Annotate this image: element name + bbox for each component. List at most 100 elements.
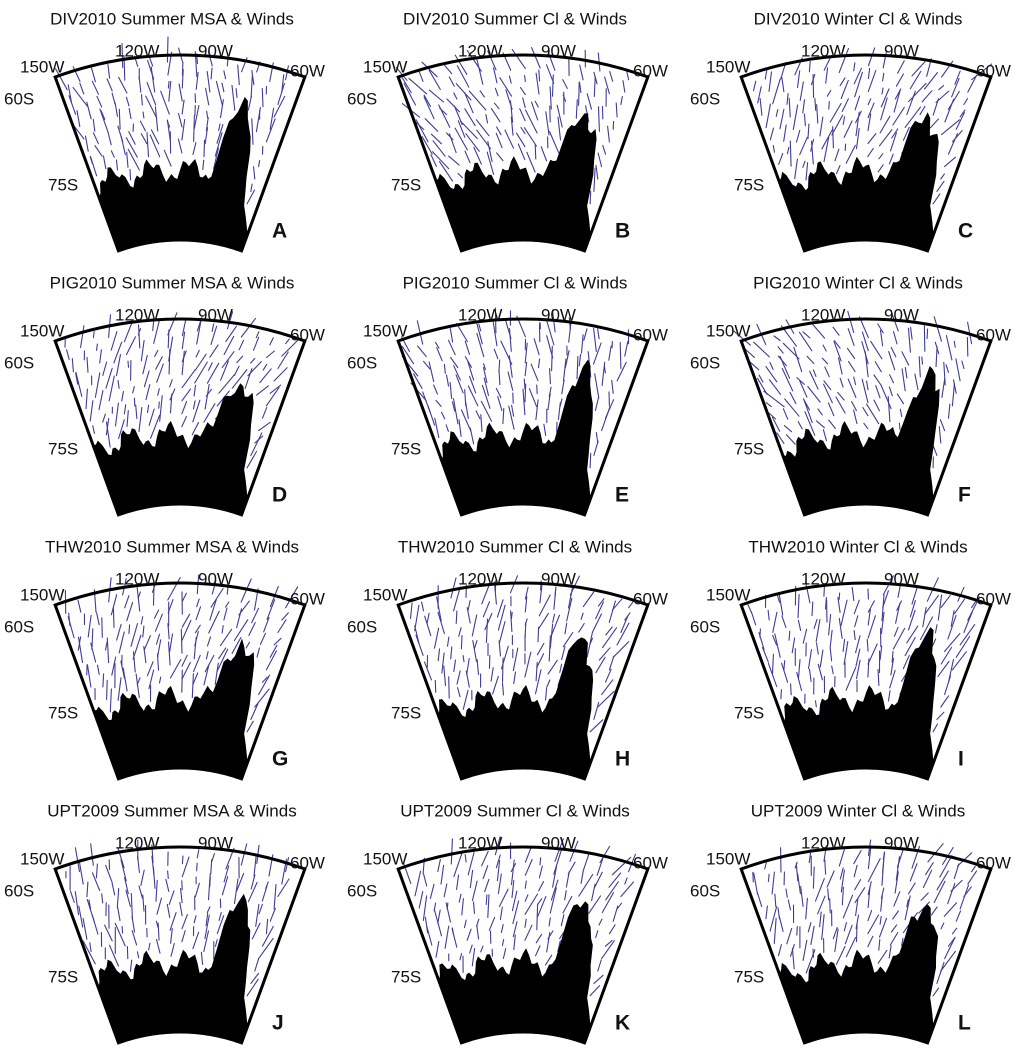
wind-vector bbox=[525, 76, 526, 82]
longitude-label: 60W bbox=[633, 589, 668, 608]
longitude-label: 120W bbox=[801, 41, 845, 60]
wind-vector bbox=[590, 453, 591, 468]
panel-title: THW2010 Summer Cl & Winds bbox=[398, 537, 632, 556]
panel-letter: B bbox=[615, 220, 630, 243]
wind-vector bbox=[129, 625, 130, 634]
longitude-label: 150W bbox=[706, 849, 750, 868]
map-panel: DIV2010 Summer Cl & Winds150W120W90W60W6… bbox=[347, 9, 668, 250]
wind-vector bbox=[830, 899, 831, 913]
wind-vector bbox=[182, 670, 183, 692]
wind-vector bbox=[537, 385, 538, 394]
wind-vector bbox=[102, 618, 103, 638]
panel-title: DIV2010 Summer Cl & Winds bbox=[403, 9, 627, 28]
longitude-label: 90W bbox=[884, 569, 919, 588]
longitude-label: 90W bbox=[541, 305, 576, 324]
longitude-label: 150W bbox=[20, 585, 64, 604]
latitude-label: 60S bbox=[4, 89, 34, 108]
longitude-label: 150W bbox=[20, 321, 64, 340]
wind-vector bbox=[555, 590, 556, 597]
wind-vector bbox=[130, 169, 131, 180]
wind-vector bbox=[103, 674, 104, 687]
latitude-label: 60S bbox=[690, 881, 720, 900]
wind-vector bbox=[552, 346, 553, 370]
map-panel: UPT2009 Winter Cl & Winds 150W 120W 90W 60W 6… bbox=[690, 801, 1011, 1042]
wind-vector bbox=[210, 877, 211, 886]
panel-title: THW2010 Winter Cl & Winds bbox=[748, 537, 967, 556]
latitude-label: 60S bbox=[4, 353, 34, 372]
panel-letter: E bbox=[615, 484, 629, 507]
longitude-label: 120W bbox=[458, 569, 502, 588]
longitude-label: 90W bbox=[884, 833, 919, 852]
latitude-label: 75S bbox=[391, 967, 421, 986]
longitude-label: 150W bbox=[363, 321, 407, 340]
panel-title: THW2010 Summer MSA & Winds bbox=[45, 537, 299, 556]
panel-letter: I bbox=[958, 748, 964, 771]
map-panel: PIG2010 Winter Cl & Winds150W120W90W60W6… bbox=[690, 273, 1011, 514]
longitude-label: 120W bbox=[115, 305, 159, 324]
wind-vector bbox=[590, 191, 591, 204]
longitude-label: 150W bbox=[706, 57, 750, 76]
figure: DIV2010 Summer MSA & Winds150W120W90W60W… bbox=[0, 0, 1028, 1057]
longitude-label: 90W bbox=[198, 569, 233, 588]
wind-vector bbox=[760, 629, 761, 637]
longitude-label: 120W bbox=[458, 305, 502, 324]
panel-letter: A bbox=[272, 220, 287, 243]
panel-letter: H bbox=[615, 748, 630, 771]
panel-title: UPT2009 Summer MSA & Winds bbox=[47, 801, 296, 820]
wind-vector bbox=[579, 82, 580, 105]
map-panel: THW2010 Summer MSA & Winds 150W 120W 90W 60W… bbox=[4, 537, 325, 778]
longitude-label: 60W bbox=[290, 61, 325, 80]
longitude-label: 150W bbox=[363, 585, 407, 604]
latitude-label: 75S bbox=[391, 175, 421, 194]
longitude-label: 120W bbox=[115, 569, 159, 588]
latitude-label: 60S bbox=[4, 617, 34, 636]
latitude-label: 60S bbox=[690, 89, 720, 108]
longitude-label: 60W bbox=[290, 589, 325, 608]
wind-vector bbox=[113, 608, 114, 628]
panel-letter: K bbox=[615, 1012, 630, 1035]
longitude-label: 120W bbox=[801, 833, 845, 852]
latitude-label: 75S bbox=[734, 175, 764, 194]
wind-vector bbox=[791, 684, 792, 695]
longitude-label: 60W bbox=[976, 61, 1011, 80]
longitude-label: 90W bbox=[541, 833, 576, 852]
longitude-label: 90W bbox=[198, 305, 233, 324]
panel-title: PIG2010 Summer MSA & Winds bbox=[50, 273, 295, 292]
longitude-label: 150W bbox=[706, 585, 750, 604]
latitude-label: 75S bbox=[48, 967, 78, 986]
wind-vector bbox=[813, 949, 814, 957]
wind-vector bbox=[168, 81, 169, 88]
wind-vector bbox=[456, 611, 457, 624]
latitude-label: 75S bbox=[48, 175, 78, 194]
longitude-label: 150W bbox=[20, 849, 64, 868]
longitude-label: 90W bbox=[541, 569, 576, 588]
longitude-label: 150W bbox=[363, 57, 407, 76]
panel-title: UPT2009 Summer Cl & Winds bbox=[400, 801, 630, 820]
latitude-label: 60S bbox=[4, 881, 34, 900]
panel-title: UPT2009 Winter Cl & Winds bbox=[751, 801, 965, 820]
latitude-label: 60S bbox=[347, 353, 377, 372]
wind-vector bbox=[447, 903, 448, 909]
map-panel: UPT2009 Summer Cl & Winds150W120W90W60W6… bbox=[347, 801, 668, 1042]
panel-letter: C bbox=[958, 220, 973, 243]
latitude-label: 75S bbox=[391, 439, 421, 458]
wind-vector bbox=[107, 680, 108, 699]
wind-vector bbox=[122, 927, 123, 934]
longitude-label: 60W bbox=[976, 853, 1011, 872]
wind-vector bbox=[167, 37, 168, 62]
panel-letter: G bbox=[272, 748, 288, 771]
map-panel: THW2010 Summer Cl & Winds 150W 120W 90W 60W 6… bbox=[347, 537, 668, 778]
latitude-label: 60S bbox=[347, 617, 377, 636]
map-panel: PIG2010 Summer MSA & Winds150W120W90W60W… bbox=[4, 273, 325, 514]
latitude-label: 75S bbox=[734, 703, 764, 722]
longitude-label: 60W bbox=[976, 325, 1011, 344]
latitude-label: 75S bbox=[734, 439, 764, 458]
wind-vector bbox=[797, 927, 798, 935]
panel-title: DIV2010 Winter Cl & Winds bbox=[754, 9, 963, 28]
wind-vector bbox=[181, 629, 182, 653]
wind-vector bbox=[620, 343, 621, 369]
latitude-label: 60S bbox=[690, 353, 720, 372]
longitude-label: 120W bbox=[115, 41, 159, 60]
panel-letter: L bbox=[958, 1012, 971, 1035]
